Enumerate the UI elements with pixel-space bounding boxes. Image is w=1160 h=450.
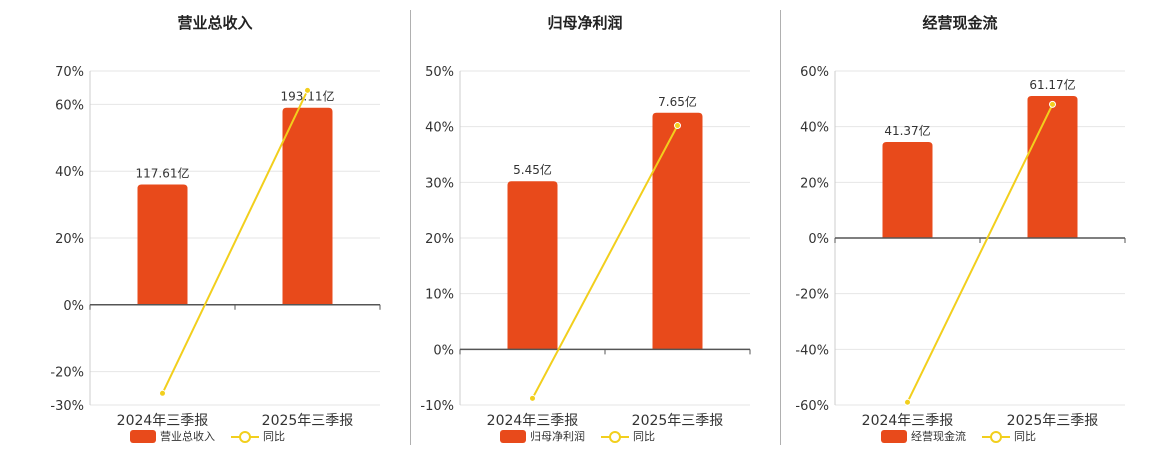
y-tick-label: 30%: [425, 176, 454, 191]
yoy-point: [674, 122, 681, 130]
legend-line-marker-icon: [982, 430, 1010, 443]
chart-title: 经营现金流: [922, 14, 998, 32]
legend-bar-label: 归母净利润: [530, 430, 585, 443]
x-category-label: 2024年三季报: [862, 413, 954, 429]
yoy-point: [159, 389, 166, 397]
y-tick-label: 10%: [425, 288, 454, 303]
panel-divider: [410, 10, 411, 445]
bar: [137, 184, 188, 305]
chart-legend: 归母净利润 同比: [500, 426, 655, 446]
y-tick-label: -20%: [795, 288, 829, 303]
chart-svg-net-profit: 50% 40% 30% 20% 10% 0% -10% 5.45亿 7.65亿 2024年三季报 2…: [420, 65, 751, 429]
legend-line-label: 同比: [1014, 430, 1036, 443]
y-tick-label: -30%: [50, 399, 84, 414]
x-category-label: 2025年三季报: [262, 413, 354, 429]
y-tick-label: 0%: [433, 343, 454, 358]
y-tick-label: 40%: [800, 121, 829, 136]
y-tick-label: 20%: [800, 176, 829, 191]
bar: [1027, 96, 1078, 238]
x-category-label: 2024年三季报: [487, 413, 579, 429]
bar-value-label: 193.11亿: [281, 89, 335, 104]
x-category-label: 2024年三季报: [117, 413, 209, 429]
chart-panel-operating-cash-flow: 经营现金流 60% 40% 20% 0% -20% -40% -60% 41.37亿 61.17…: [775, 0, 1145, 450]
legend-line-marker-icon: [231, 430, 259, 443]
y-tick-label: 40%: [425, 121, 454, 136]
y-tick-label: 20%: [55, 232, 84, 247]
y-tick-label: 70%: [55, 65, 84, 80]
y-tick-label: -20%: [50, 366, 84, 381]
yoy-point: [1049, 100, 1056, 108]
yoy-point: [529, 394, 536, 402]
legend-bar-label: 营业总收入: [160, 430, 215, 443]
y-tick-label: 60%: [55, 98, 84, 113]
bar-value-label: 61.17亿: [1029, 77, 1075, 92]
legend-line-marker-icon: [601, 430, 629, 443]
chart-legend: 经营现金流 同比: [881, 426, 1036, 446]
legend-bar-swatch: [881, 429, 907, 443]
chart-panel-revenue: 营业总收入 70% 60% 40% 20% 0% -20% -30% 117.61亿 193.1…: [30, 0, 400, 450]
bar: [507, 181, 558, 350]
x-category-label: 2025年三季报: [1007, 413, 1099, 429]
y-tick-label: 60%: [800, 65, 829, 80]
legend-line-label: 同比: [633, 430, 655, 443]
chart-title: 营业总收入: [177, 14, 253, 32]
y-tick-label: -10%: [420, 399, 454, 414]
chart-svg-operating-cash-flow: 60% 40% 20% 0% -20% -40% -60% 41.37亿 61.17亿 2024年…: [795, 65, 1126, 429]
y-tick-label: -60%: [795, 399, 829, 414]
legend-bar-swatch: [130, 429, 156, 443]
y-tick-label: -40%: [795, 343, 829, 358]
chart-panel-net-profit: 归母净利润 50% 40% 30% 20% 10% 0% -10% 5.45亿 7.65亿 202…: [400, 0, 770, 450]
bar-value-label: 5.45亿: [513, 162, 552, 177]
panel-divider: [780, 10, 781, 445]
y-tick-label: 40%: [55, 165, 84, 180]
x-category-label: 2025年三季报: [632, 413, 724, 429]
yoy-line: [531, 125, 679, 399]
yoy-line: [906, 103, 1054, 403]
yoy-point: [304, 86, 311, 94]
chart-svg-revenue: 70% 60% 40% 20% 0% -20% -30% 117.61亿 193.11亿 2024…: [50, 65, 381, 429]
legend-bar-label: 经营现金流: [911, 430, 966, 443]
legend-bar-swatch: [500, 429, 526, 443]
y-tick-label: 20%: [425, 232, 454, 247]
bar: [282, 107, 333, 305]
chart-legend: 营业总收入 同比: [130, 426, 285, 446]
bar: [652, 112, 703, 350]
bar: [882, 141, 933, 238]
legend-line-label: 同比: [263, 430, 285, 443]
yoy-line: [161, 89, 309, 394]
yoy-point: [904, 398, 911, 406]
chart-title: 归母净利润: [547, 14, 623, 32]
bar-value-label: 7.65亿: [658, 94, 697, 109]
bar-value-label: 117.61亿: [136, 166, 190, 181]
y-tick-label: 0%: [808, 232, 829, 247]
bar-value-label: 41.37亿: [884, 123, 930, 138]
y-tick-label: 0%: [63, 299, 84, 314]
y-tick-label: 50%: [425, 65, 454, 80]
